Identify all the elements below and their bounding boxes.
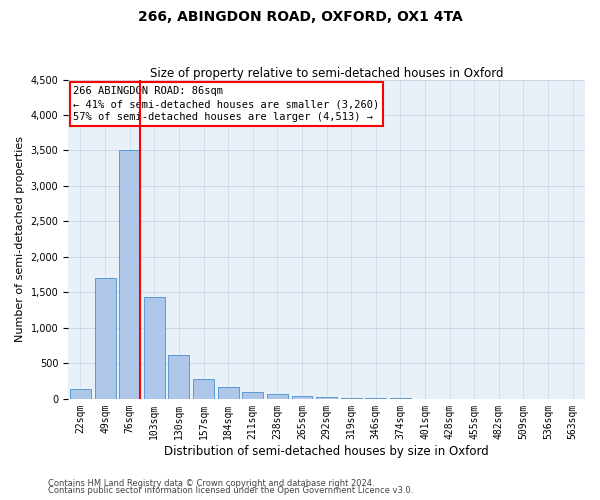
Bar: [218, 388, 239, 399]
Text: Contains HM Land Registry data © Crown copyright and database right 2024.: Contains HM Land Registry data © Crown c…: [48, 478, 374, 488]
Text: 266, ABINGDON ROAD, OXFORD, OX1 4TA: 266, ABINGDON ROAD, OXFORD, OX1 4TA: [137, 10, 463, 24]
Text: Contains public sector information licensed under the Open Government Licence v3: Contains public sector information licen…: [48, 486, 413, 495]
Bar: [316, 396, 337, 399]
Title: Size of property relative to semi-detached houses in Oxford: Size of property relative to semi-detach…: [150, 66, 503, 80]
Bar: [365, 398, 386, 399]
Text: 266 ABINGDON ROAD: 86sqm
← 41% of semi-detached houses are smaller (3,260)
57% o: 266 ABINGDON ROAD: 86sqm ← 41% of semi-d…: [73, 86, 380, 122]
Bar: [267, 394, 288, 399]
Bar: [193, 378, 214, 399]
Bar: [119, 150, 140, 399]
Bar: [144, 298, 165, 399]
Bar: [242, 392, 263, 399]
Bar: [292, 396, 313, 399]
X-axis label: Distribution of semi-detached houses by size in Oxford: Distribution of semi-detached houses by …: [164, 444, 489, 458]
Y-axis label: Number of semi-detached properties: Number of semi-detached properties: [15, 136, 25, 342]
Bar: [95, 278, 116, 399]
Bar: [169, 355, 190, 399]
Bar: [70, 389, 91, 399]
Bar: [341, 398, 362, 399]
